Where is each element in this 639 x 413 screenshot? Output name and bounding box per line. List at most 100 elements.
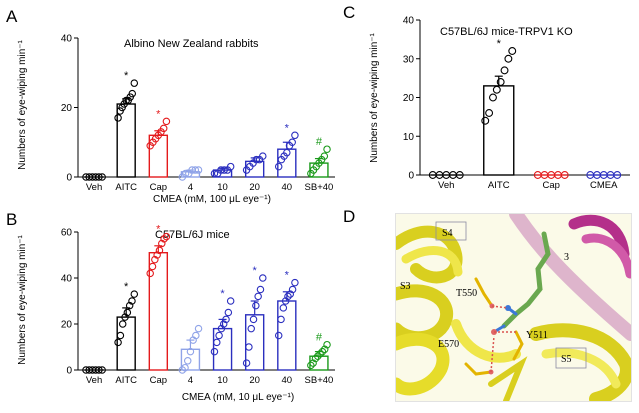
x-tick-label: AITC xyxy=(488,180,510,191)
chart-panel-b: C57BL/6J mice Numbers of eye-wiping min⁻… xyxy=(17,224,335,403)
data-point xyxy=(186,347,195,356)
data-point xyxy=(181,363,189,372)
data-point xyxy=(162,232,171,241)
data-point xyxy=(194,166,203,174)
data-point xyxy=(277,315,285,324)
panel-letter-c: C xyxy=(343,3,355,22)
x-tick-label: 40 xyxy=(282,375,293,386)
significance-mark: * xyxy=(220,288,225,300)
bar xyxy=(483,85,515,176)
x-tick-label: SB+40 xyxy=(305,182,334,193)
x-tick-label: 40 xyxy=(282,182,293,193)
data-point xyxy=(309,359,317,367)
y-tick-label: 10 xyxy=(403,132,415,143)
data-point xyxy=(128,89,137,98)
y-tick-label: 0 xyxy=(408,171,414,182)
data-point xyxy=(95,366,103,374)
data-point xyxy=(220,166,228,174)
x-tick-label: AITC xyxy=(115,375,137,386)
data-point xyxy=(148,262,157,271)
data-point xyxy=(210,169,219,178)
data-point xyxy=(613,171,622,179)
data-point xyxy=(130,79,139,87)
data-point xyxy=(286,290,295,298)
data-point xyxy=(288,138,296,147)
panel-letter-a: A xyxy=(6,7,18,26)
bar xyxy=(148,134,169,178)
data-point xyxy=(504,54,513,63)
significance-mark: # xyxy=(316,332,323,344)
y-tick-label: 40 xyxy=(61,274,73,285)
data-point xyxy=(118,320,127,328)
x-group-label-a: CMEA (mM, 100 μL eye⁻¹) xyxy=(153,194,271,205)
data-point xyxy=(281,297,290,305)
data-point xyxy=(560,171,569,179)
x-tick-label: SB+40 xyxy=(305,375,334,386)
data-point xyxy=(291,131,299,140)
y-tick-label: 20 xyxy=(61,103,73,114)
x-tick-label: 10 xyxy=(217,375,228,386)
y-tick-label: 60 xyxy=(61,228,73,239)
significance-mark: * xyxy=(156,108,161,120)
data-point xyxy=(95,173,103,181)
data-point xyxy=(151,255,159,264)
data-point xyxy=(316,350,324,358)
x-tick-label: Veh xyxy=(86,182,102,193)
x-tick-label: Cap xyxy=(150,182,167,193)
side-chains xyxy=(464,277,524,376)
y-tick-label: 0 xyxy=(66,366,72,377)
data-point xyxy=(320,152,329,160)
data-point xyxy=(249,315,258,324)
data-point xyxy=(323,145,331,153)
structure-picture: S4 S3 T550 3 E570 Y511 S5 xyxy=(396,214,631,401)
data-point xyxy=(98,173,106,181)
data-point xyxy=(128,297,136,305)
data-point xyxy=(318,347,327,356)
data-point xyxy=(217,324,226,333)
data-point xyxy=(283,148,291,157)
panel-letter-b: B xyxy=(6,210,17,229)
x-group-label-b: CMEA (mM, 10 μL eye⁻¹) xyxy=(182,392,294,403)
data-point xyxy=(259,152,267,160)
data-point xyxy=(159,124,168,133)
significance-mark: # xyxy=(316,136,323,148)
data-point xyxy=(192,331,200,340)
significance-mark: * xyxy=(285,270,290,282)
data-point xyxy=(226,297,235,305)
significance-mark: * xyxy=(285,122,290,134)
data-point xyxy=(252,301,260,310)
data-point xyxy=(158,239,166,248)
data-point xyxy=(247,324,255,333)
data-point xyxy=(210,347,219,356)
x-tick-label: Veh xyxy=(438,180,454,191)
significance-mark: * xyxy=(124,70,129,82)
label-s4: S4 xyxy=(442,228,453,239)
label-s3: S3 xyxy=(400,281,411,292)
panel-letter-d: D xyxy=(343,207,355,226)
data-point xyxy=(116,331,125,340)
data-point xyxy=(215,331,223,340)
y-axis-label-b: Numbers of eye-wiping min⁻¹ xyxy=(17,234,28,364)
yellow-helices xyxy=(396,225,631,401)
label-e570: E570 xyxy=(438,339,459,350)
chart-panel-c: C57BL/6J mice-TRPV1 KO Numbers of eye-wi… xyxy=(369,16,630,191)
trpa1-binding-site-structure: S4 S3 T550 3 E570 Y511 S5 xyxy=(395,213,632,402)
data-point xyxy=(245,343,253,351)
x-tick-label: 20 xyxy=(249,182,260,193)
label-compound-3: 3 xyxy=(564,252,569,263)
x-tick-label: CMEA xyxy=(590,180,618,191)
y-tick-label: 20 xyxy=(61,320,73,331)
data-point xyxy=(307,361,315,370)
data-point xyxy=(508,47,517,55)
data-point xyxy=(481,116,490,125)
data-point xyxy=(219,320,228,328)
data-point xyxy=(222,315,230,324)
data-point xyxy=(194,324,203,333)
data-point xyxy=(123,308,132,317)
data-point xyxy=(242,359,251,367)
ligand-compound-3 xyxy=(491,231,551,335)
y-tick-label: 0 xyxy=(66,173,72,184)
data-point xyxy=(492,85,501,94)
data-point xyxy=(485,109,494,117)
